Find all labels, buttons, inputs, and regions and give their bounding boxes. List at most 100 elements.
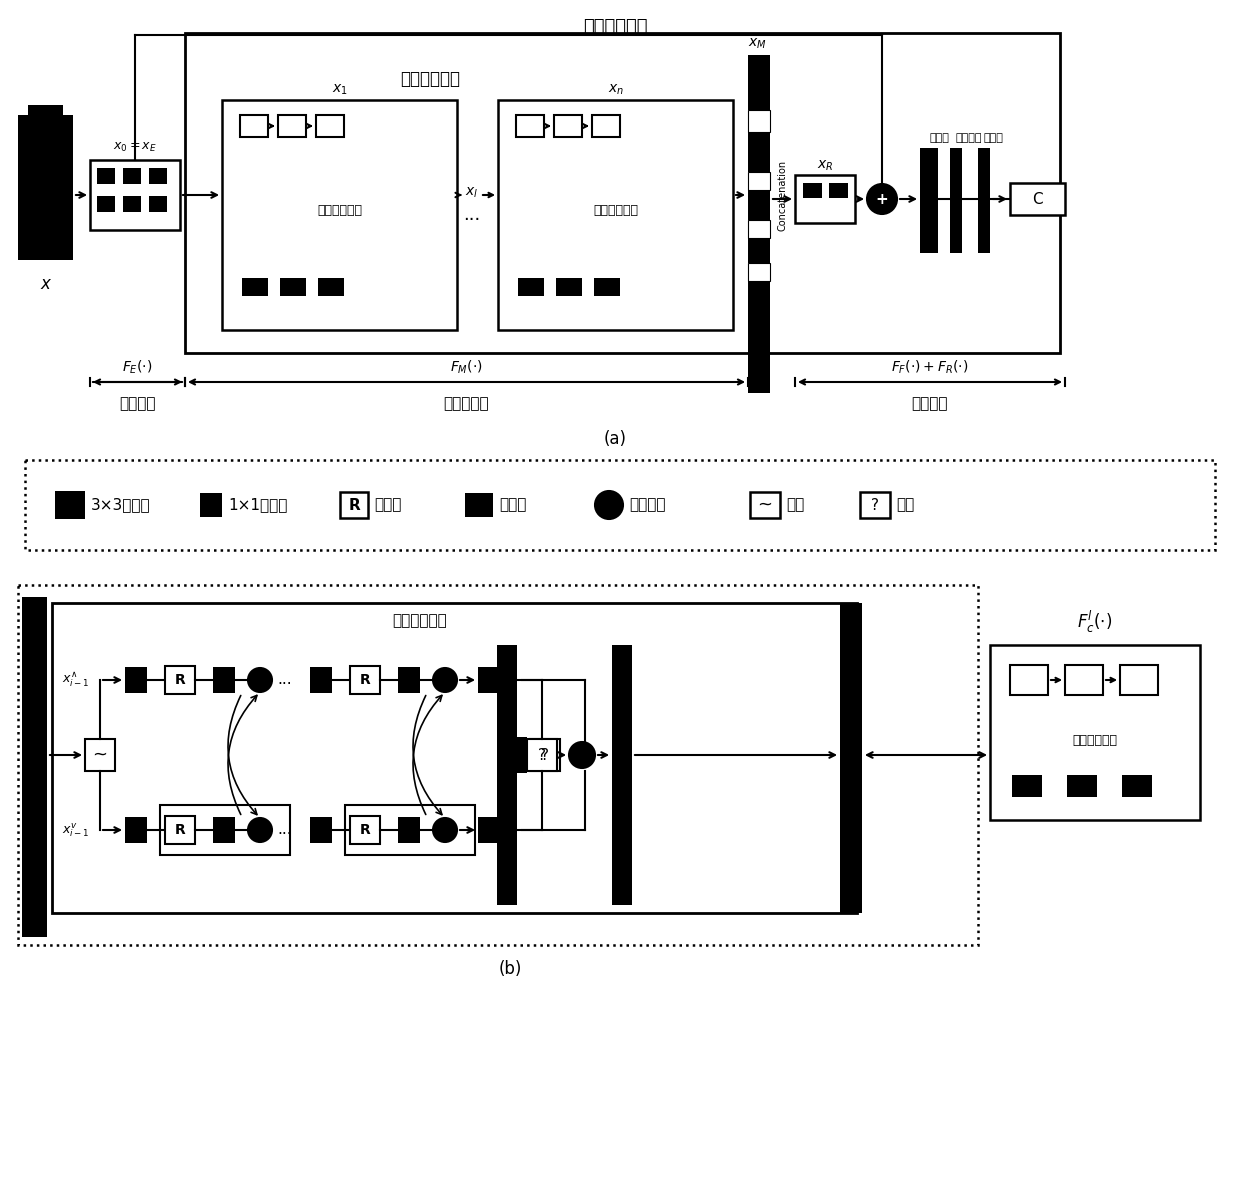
Bar: [213, 817, 236, 843]
Text: $x_{i-1}^{\wedge}$: $x_{i-1}^{\wedge}$: [62, 671, 89, 689]
Ellipse shape: [595, 492, 622, 519]
Bar: [310, 667, 332, 693]
Text: R: R: [348, 498, 360, 512]
Text: 通道分离模块: 通道分离模块: [317, 204, 362, 217]
Text: $F_F(\cdot)+F_R(\cdot)$: $F_F(\cdot)+F_R(\cdot)$: [892, 359, 968, 376]
Bar: [317, 278, 343, 296]
Bar: [91, 159, 180, 230]
Text: 3×3卷积层: 3×3卷积层: [91, 498, 150, 512]
Text: 跳跃相加: 跳跃相加: [629, 498, 666, 512]
Bar: [1012, 775, 1042, 797]
Text: 图像分类: 图像分类: [911, 396, 949, 411]
Bar: [748, 326, 770, 393]
Text: ?: ?: [538, 747, 546, 763]
Bar: [149, 195, 167, 212]
Bar: [748, 219, 770, 237]
Bar: [185, 34, 1060, 353]
Bar: [839, 603, 862, 912]
Bar: [804, 183, 822, 198]
Bar: [22, 597, 47, 936]
Bar: [594, 278, 620, 296]
Text: ...: ...: [278, 673, 293, 687]
Text: ?: ?: [870, 498, 879, 512]
Bar: [149, 168, 167, 183]
Ellipse shape: [433, 818, 458, 842]
Bar: [527, 739, 557, 771]
Text: (b): (b): [498, 960, 522, 978]
Bar: [529, 739, 560, 771]
Bar: [222, 100, 458, 330]
Bar: [554, 115, 582, 137]
Bar: [123, 168, 141, 183]
Bar: [213, 667, 236, 693]
Ellipse shape: [867, 183, 897, 213]
Bar: [125, 817, 148, 843]
Text: ~: ~: [758, 496, 773, 514]
Bar: [950, 147, 962, 253]
Ellipse shape: [248, 668, 272, 692]
Bar: [345, 805, 475, 855]
Text: ?: ?: [541, 747, 549, 763]
Text: $x_n$: $x_n$: [608, 83, 624, 97]
Bar: [920, 147, 937, 253]
Bar: [748, 171, 770, 189]
Text: 特征提取: 特征提取: [119, 396, 155, 411]
Text: R: R: [175, 823, 185, 837]
Bar: [518, 278, 544, 296]
Bar: [748, 281, 770, 326]
Bar: [97, 168, 115, 183]
Text: $F_c^l(\cdot)$: $F_c^l(\cdot)$: [1078, 609, 1112, 635]
Text: $x_R$: $x_R$: [817, 158, 833, 173]
Ellipse shape: [248, 818, 272, 842]
Bar: [613, 645, 632, 905]
Bar: [830, 183, 848, 198]
Bar: [795, 175, 856, 223]
Bar: [398, 667, 420, 693]
Bar: [748, 189, 770, 219]
Bar: [52, 603, 857, 912]
Bar: [350, 665, 379, 694]
Bar: [125, 667, 148, 693]
Bar: [750, 492, 780, 518]
Text: 非线性映射: 非线性映射: [443, 396, 489, 411]
Text: 平均层: 平均层: [498, 498, 526, 512]
Bar: [278, 115, 306, 137]
Bar: [1011, 183, 1065, 215]
Text: 全连接层: 全连接层: [956, 133, 982, 143]
Bar: [29, 106, 63, 123]
Bar: [86, 739, 115, 771]
Text: R: R: [360, 823, 371, 837]
Bar: [242, 278, 268, 296]
Bar: [316, 115, 343, 137]
Bar: [465, 493, 494, 517]
Text: (a): (a): [604, 430, 626, 448]
Text: $F_M(\cdot)$: $F_M(\cdot)$: [450, 359, 482, 376]
Text: Concatenation: Concatenation: [777, 159, 787, 230]
Text: 1×1卷积层: 1×1卷积层: [228, 498, 288, 512]
Bar: [748, 237, 770, 263]
Bar: [748, 132, 770, 171]
Bar: [861, 492, 890, 518]
Bar: [1120, 665, 1158, 695]
Bar: [280, 278, 306, 296]
Bar: [748, 263, 770, 281]
Ellipse shape: [569, 742, 595, 769]
Text: $F_E(\cdot)$: $F_E(\cdot)$: [122, 359, 153, 376]
Text: x: x: [40, 275, 50, 293]
Bar: [1066, 775, 1097, 797]
Bar: [123, 195, 141, 212]
Bar: [241, 115, 268, 137]
Bar: [310, 817, 332, 843]
Bar: [1065, 665, 1104, 695]
Bar: [978, 147, 990, 253]
Text: $x_{i-1}^{v}$: $x_{i-1}^{v}$: [62, 821, 89, 839]
Bar: [165, 665, 195, 694]
Bar: [340, 492, 368, 518]
Text: $x_M$: $x_M$: [748, 37, 766, 52]
Bar: [477, 667, 500, 693]
Bar: [205, 55, 844, 341]
Text: 局部跳跃学习: 局部跳跃学习: [393, 613, 448, 628]
Text: 池化层: 池化层: [929, 133, 949, 143]
Bar: [591, 115, 620, 137]
Bar: [477, 817, 500, 843]
